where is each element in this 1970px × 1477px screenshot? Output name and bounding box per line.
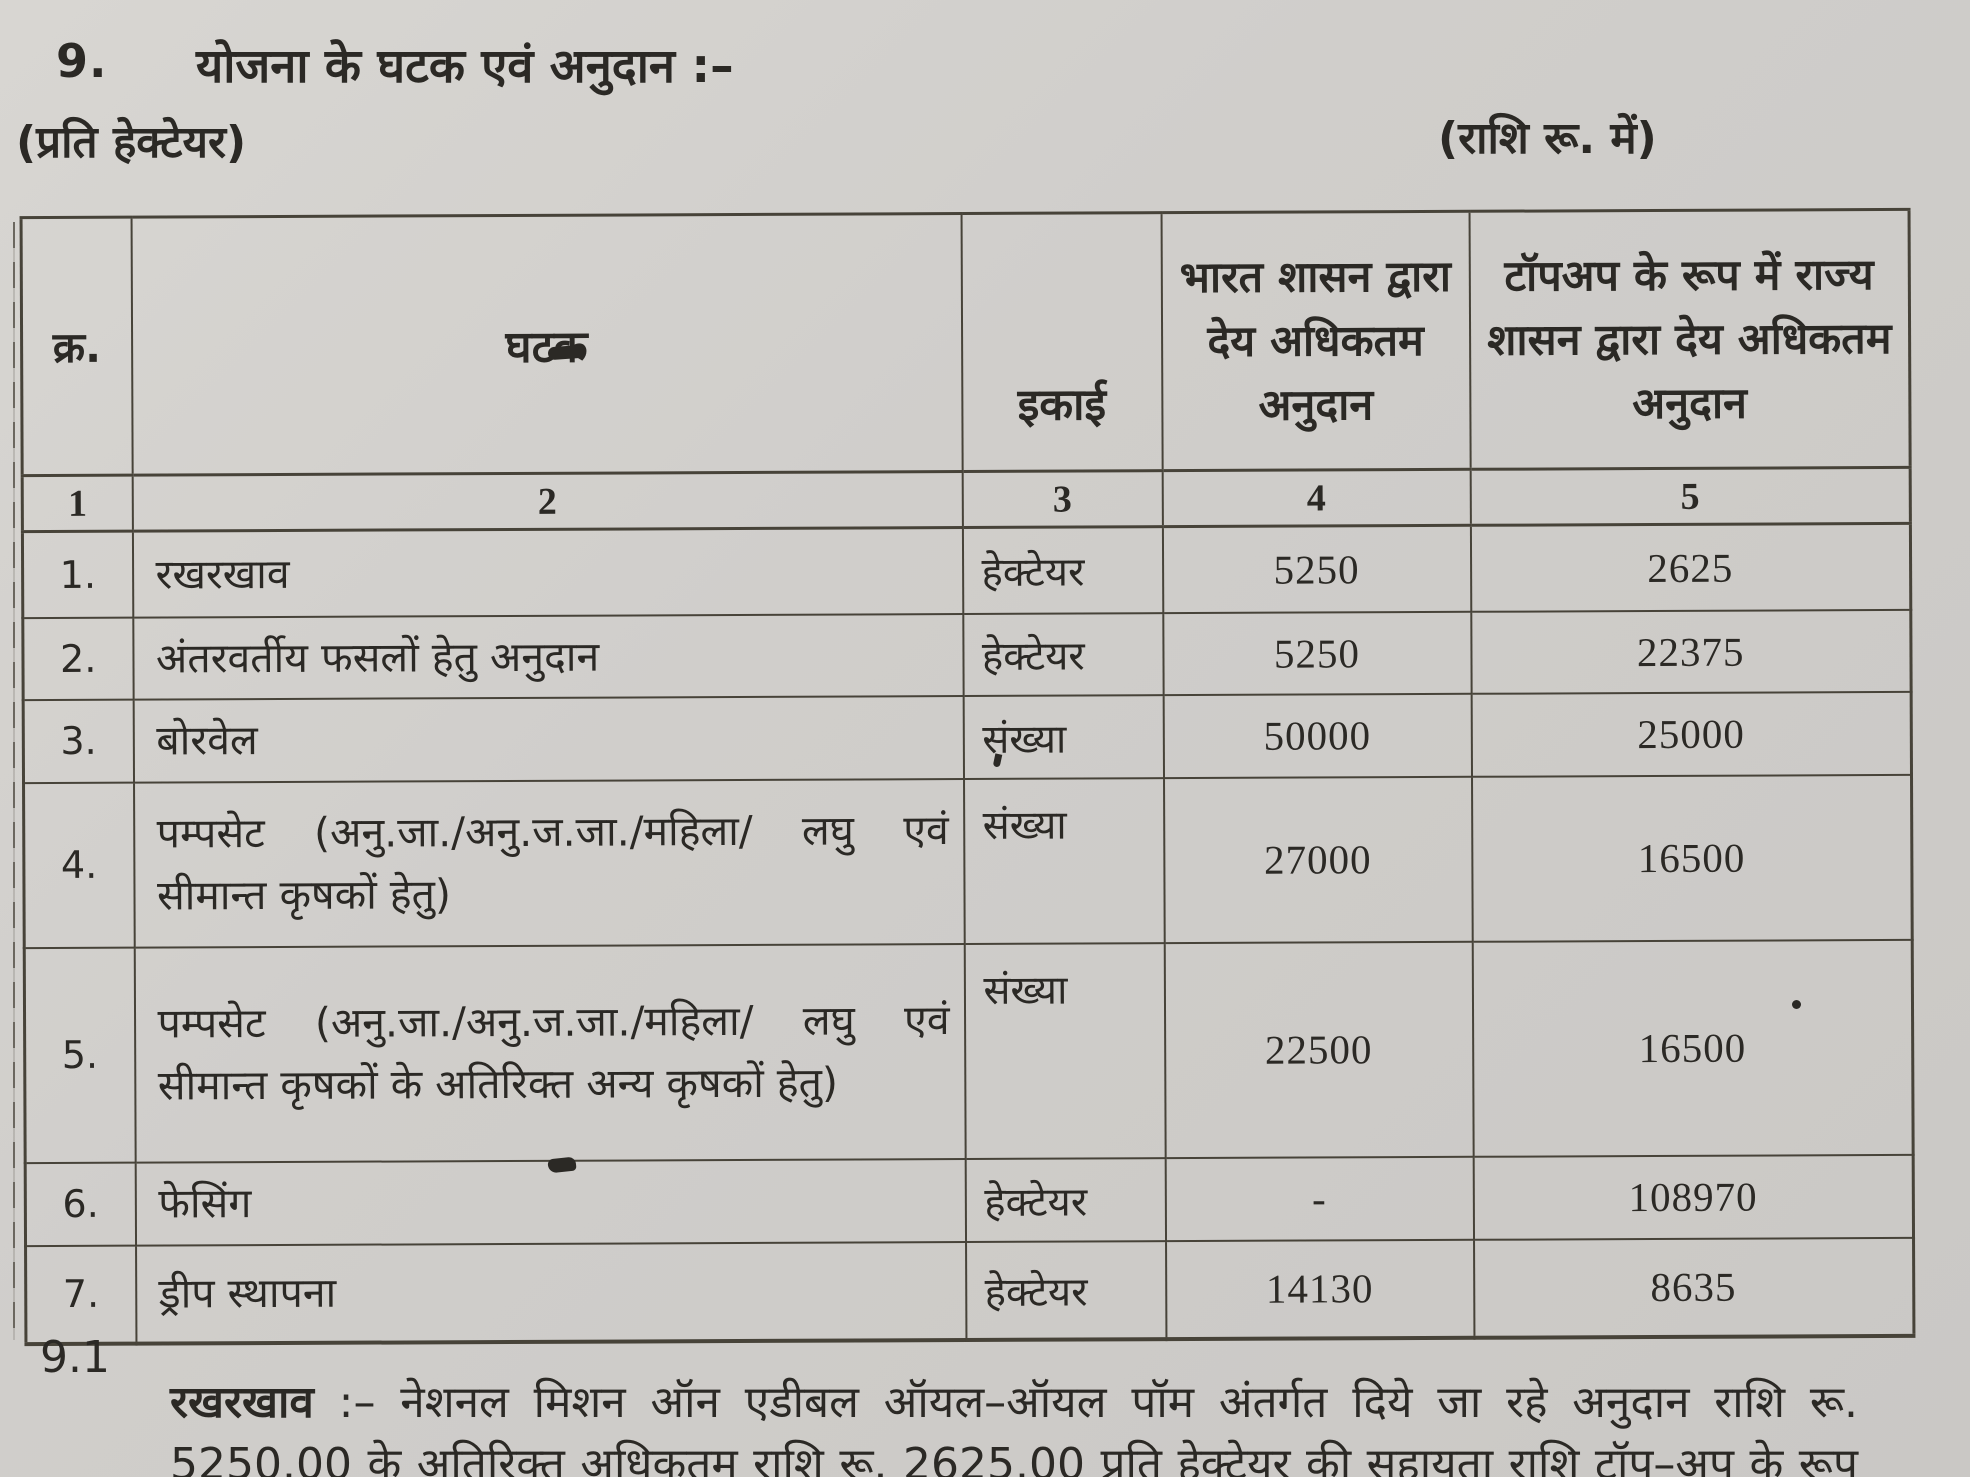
cell-component: फेसिंग [135,1158,966,1246]
header-state-grant: टॉपअप के रूप में राज्य शासन द्वारा देय अ… [1469,209,1911,470]
cell-state: 2625 [1470,523,1911,612]
ink-smudge [547,1156,577,1174]
cell-central: - [1165,1156,1474,1241]
section-title: योजना के घटक एवं अनुदान :– [196,39,734,94]
cell-sno: 1. [22,531,133,618]
cell-unit: संख्या [963,777,1165,944]
table-row: 5. पम्पसेट (अनु.जा./अनु.ज.जा./महिला/ लघु… [24,939,1914,1163]
cell-component: ड्रीप स्थापना [135,1241,966,1344]
cell-component: रखरखाव [132,527,963,618]
cell-state: 16500 [1472,939,1914,1157]
scan-edge-line [13,222,15,1340]
cell-sno: 4. [23,782,135,948]
cell-component: अंतरवर्तीय फसलों हेतु अनुदान [132,613,964,700]
cell-unit: संख्या [963,694,1164,779]
paragraph-body: :– नेशनल मिशन ऑन एडीबल ऑयल–ऑयल पॉम अंतर्… [170,1377,1858,1477]
col-number: 1 [22,475,133,532]
col-number: 4 [1162,469,1471,527]
cell-central: 27000 [1163,776,1473,943]
maintenance-paragraph: रखरखाव :– नेशनल मिशन ऑन एडीबल ऑयल–ऑयल पॉ… [170,1372,1858,1477]
table-row: 2. अंतरवर्तीय फसलों हेतु अनुदान हेक्टेयर… [22,609,1912,700]
table-row: 1. रखरखाव हेक्टेयर 5250 2625 [22,523,1911,618]
cell-component: पम्पसेट (अनु.जा./अनु.ज.जा./महिला/ लघु एव… [133,778,965,948]
cell-central: 50000 [1163,693,1472,778]
cell-state: 8635 [1473,1237,1914,1338]
cell-central: 5250 [1162,525,1471,613]
cell-central: 14130 [1165,1239,1474,1339]
cell-unit: हेक्टेयर [962,526,1163,614]
header-unit: इकाई [961,212,1163,472]
section-number: 9. [56,34,108,88]
cell-component: पम्पसेट (अनु.जा./अनु.ज.जा./महिला/ लघु एव… [134,943,966,1163]
ink-smudge [547,344,585,361]
col-number: 3 [962,470,1163,528]
cell-state: 22375 [1470,609,1912,694]
paragraph-title: रखरखाव [170,1377,314,1428]
header-sno: क्र. [21,217,133,476]
cell-sno: 2. [22,617,134,700]
paragraph-number: 9.1 [40,1332,110,1383]
table-row: 4. पम्पसेट (अनु.जा./अनु.ज.जा./महिला/ लघु… [23,774,1913,948]
cell-sno: 7. [25,1245,136,1344]
column-number-row: 1 2 3 4 5 [22,467,1911,532]
cell-state: 25000 [1471,691,1912,777]
cell-sno: 5. [24,947,136,1163]
grant-components-table: क्र. घटक इकाई भारत शासन द्वारा देय अधिकत… [19,207,1916,1346]
header-component: घटक [131,213,963,476]
table-row: 7. ड्रीप स्थापना हेक्टेयर 14130 8635 [25,1237,1914,1344]
cell-unit: हेक्टेयर [965,1240,1166,1340]
cell-component: बोरवेल [133,695,964,783]
header-central-grant: भारत शासन द्वारा देय अधिकतम अनुदान [1161,211,1471,471]
ink-smudge [1792,1000,1801,1009]
cell-central: 22500 [1164,941,1474,1158]
amount-in-rs-note: (राशि रू. में) [1438,113,1657,164]
col-number: 5 [1470,467,1911,526]
cell-sno: 3. [23,699,134,783]
cell-central: 5250 [1162,611,1472,695]
table-row: 3. बोरवेल संख्या 50000 25000 [23,691,1912,783]
table-row: 6. फेसिंग हेक्टेयर - 108970 [25,1154,1914,1246]
cell-unit: हेक्टेयर [962,612,1164,696]
cell-unit: संख्या [964,942,1166,1159]
cell-state: 108970 [1473,1154,1914,1240]
table-header-row: क्र. घटक इकाई भारत शासन द्वारा देय अधिकत… [21,209,1911,476]
per-hectare-note: (प्रति हेक्टेयर) [16,117,247,168]
cell-unit: हेक्टेयर [965,1157,1166,1242]
cell-sno: 6. [25,1162,136,1246]
cell-state: 16500 [1471,774,1913,942]
col-number: 2 [132,471,963,532]
